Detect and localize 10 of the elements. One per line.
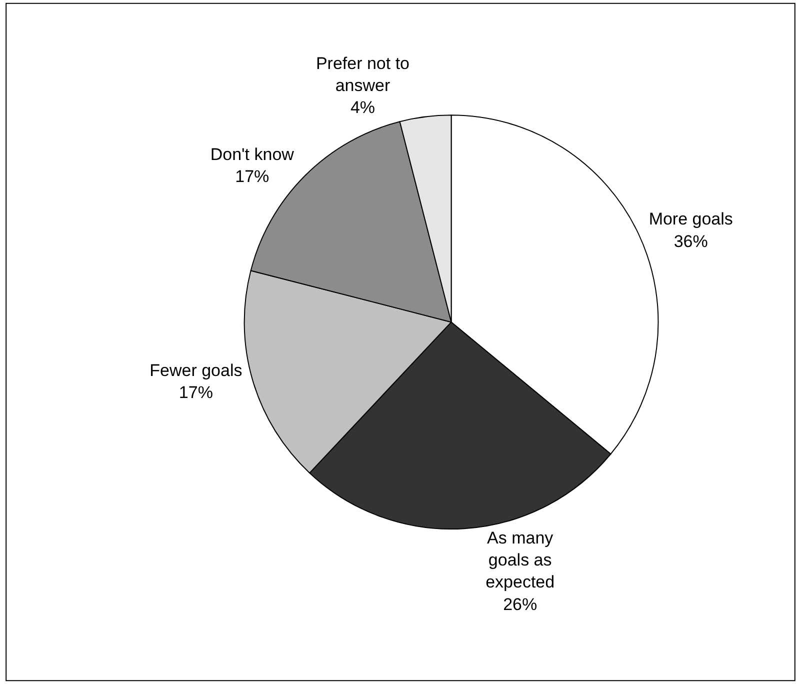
slice-label: More goals bbox=[648, 210, 733, 229]
slice-label: Don't know bbox=[210, 144, 295, 164]
data-label: 4% bbox=[350, 98, 376, 118]
data-label: 26% bbox=[503, 594, 538, 614]
slice-label: Prefer not to answer bbox=[316, 54, 410, 96]
data-label: 17% bbox=[178, 382, 213, 402]
data-label: 17% bbox=[235, 167, 270, 186]
data-label: 36% bbox=[674, 232, 708, 251]
slice-label: As many goals as expected bbox=[486, 528, 555, 592]
slice-label: Fewer goals bbox=[150, 360, 242, 380]
